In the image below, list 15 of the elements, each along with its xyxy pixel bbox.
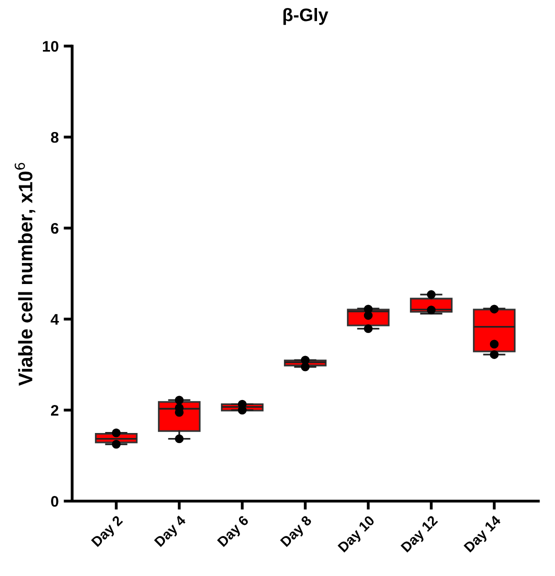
y-tick-label: 4 [50, 314, 59, 325]
y-tick-label: 8 [50, 132, 58, 143]
x-tick-label: Day 10 [338, 514, 378, 554]
y-tick-label: 2 [50, 404, 58, 416]
x-tick-label: Day 8 [280, 514, 314, 550]
y-tick-label: 10 [42, 40, 58, 52]
x-tick-label: Day 4 [154, 514, 188, 550]
x-tick-label: Day 12 [400, 514, 440, 554]
y-axis-title: Viable cell number, x10$^{6}$ [14, 162, 36, 386]
x-tick-label: Day 2 [90, 514, 126, 550]
x-tick-label: Day 6 [216, 514, 252, 550]
y-tick-label: 6 [51, 222, 58, 234]
chart-title: β-Gly [283, 8, 328, 25]
x-tick-label: Day 14 [464, 514, 504, 554]
y-tick-label: 0 [51, 496, 58, 507]
